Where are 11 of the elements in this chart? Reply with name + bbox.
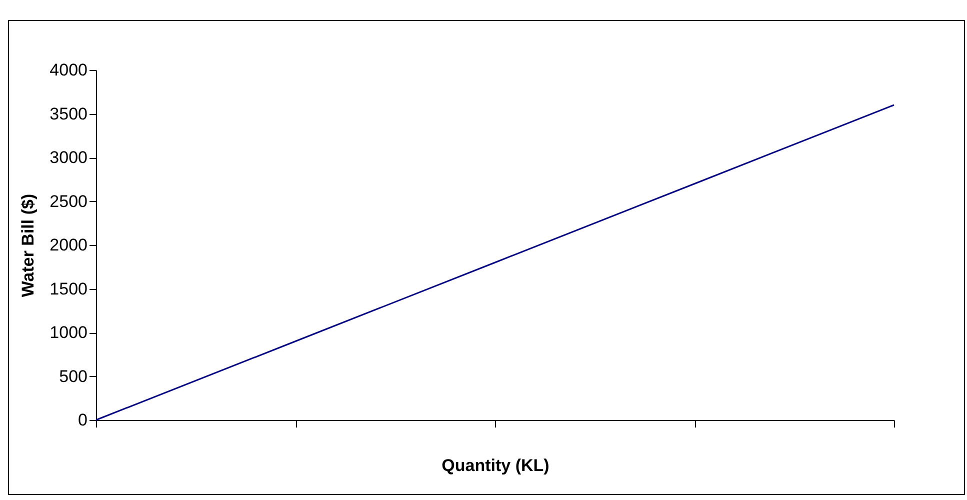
y-tick-label: 4000: [50, 60, 88, 80]
y-tick-label: 2500: [50, 192, 88, 211]
y-tick-label: 1500: [50, 279, 88, 298]
y-tick-label: 1000: [50, 323, 88, 342]
x-axis-title: Quantity (KL): [442, 456, 550, 475]
y-axis-title: Water Bill ($): [18, 194, 38, 298]
y-tick-label: 3500: [50, 104, 88, 124]
y-tick-label: 3000: [50, 148, 88, 167]
y-tick-label: 500: [59, 366, 88, 386]
y-tick-label: 2000: [50, 236, 88, 254]
y-tick-label: 0: [78, 410, 88, 430]
